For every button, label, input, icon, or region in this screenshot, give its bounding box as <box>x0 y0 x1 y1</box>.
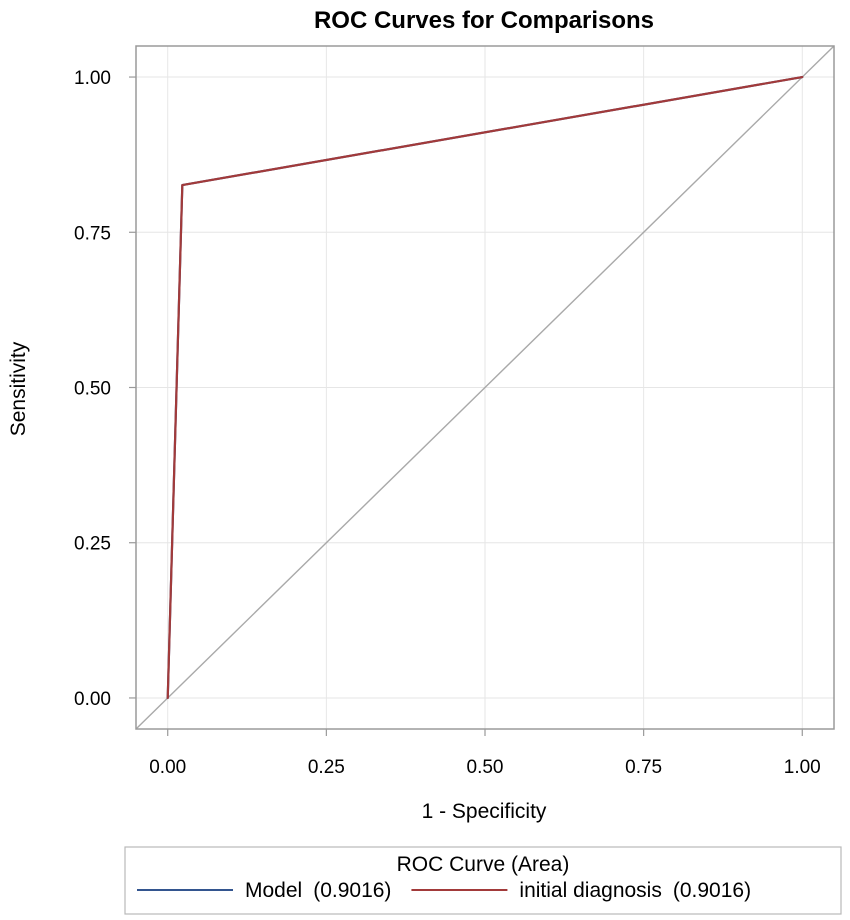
x-tick-label: 0.25 <box>308 757 345 778</box>
legend-entry: Model (0.9016) <box>137 879 391 902</box>
y-axis-ticks: 0.00 0.25 0.50 0.75 1.00 <box>74 68 136 710</box>
x-tick-label: 0.75 <box>625 757 662 778</box>
x-tick-label: 0.50 <box>467 757 504 778</box>
legend-entry: initial diagnosis (0.9016) <box>411 879 751 902</box>
legend: ROC Curve (Area) Model (0.9016) initial di… <box>124 846 842 915</box>
y-tick-label: 0.25 <box>74 534 111 555</box>
chart-title: ROC Curves for Comparisons <box>314 7 654 34</box>
y-tick-label: 0.50 <box>74 379 111 400</box>
legend-label: Model <box>245 879 302 902</box>
x-axis-ticks: 0.00 0.25 0.50 0.75 1.00 <box>149 729 821 778</box>
legend-area-value: (0.9016) <box>313 879 391 902</box>
legend-items: Model (0.9016) initial diagnosis (0.9016) <box>137 879 751 902</box>
y-tick-label: 0.00 <box>74 689 111 710</box>
legend-label: initial diagnosis <box>519 879 661 902</box>
legend-area-value: (0.9016) <box>673 879 751 902</box>
y-tick-label: 0.75 <box>74 223 111 244</box>
series-layer <box>166 75 804 700</box>
legend-box <box>124 846 842 915</box>
series-line-initial-diagnosis <box>166 75 804 700</box>
reference-layer <box>135 45 835 730</box>
x-axis-label: 1 - Specificity <box>422 800 547 823</box>
y-axis-label: Sensitivity <box>7 341 30 436</box>
y-tick-label: 1.00 <box>74 68 111 89</box>
x-tick-label: 0.00 <box>149 757 186 778</box>
x-tick-label: 1.00 <box>784 757 821 778</box>
reference-diagonal-line <box>135 45 835 730</box>
legend-title: ROC Curve (Area) <box>397 853 570 876</box>
